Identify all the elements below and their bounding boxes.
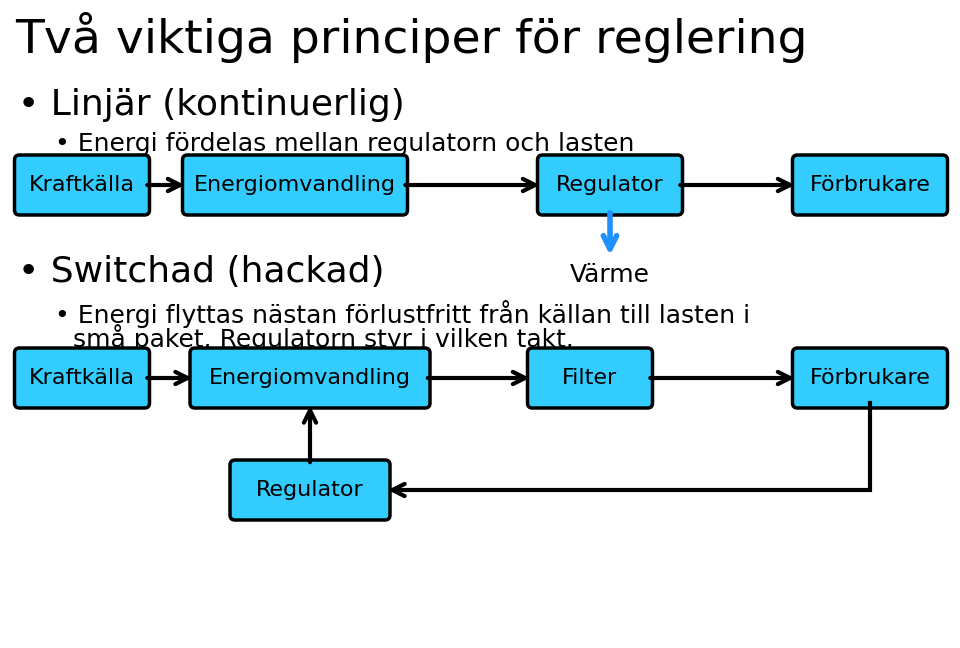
Text: Energiomvandling: Energiomvandling <box>209 368 411 388</box>
Text: Kraftkälla: Kraftkälla <box>29 368 135 388</box>
FancyBboxPatch shape <box>230 460 390 520</box>
Text: • Energi fördelas mellan regulatorn och lasten: • Energi fördelas mellan regulatorn och … <box>55 132 635 156</box>
Text: Två viktiga principer för reglering: Två viktiga principer för reglering <box>15 12 807 63</box>
Text: Energiomvandling: Energiomvandling <box>194 175 396 195</box>
FancyBboxPatch shape <box>14 348 150 408</box>
Text: • Switchad (hackad): • Switchad (hackad) <box>18 255 385 289</box>
FancyBboxPatch shape <box>190 348 430 408</box>
Text: Värme: Värme <box>570 263 650 287</box>
FancyBboxPatch shape <box>793 155 948 215</box>
Text: • Linjär (kontinuerlig): • Linjär (kontinuerlig) <box>18 88 405 122</box>
Text: Förbrukare: Förbrukare <box>809 175 930 195</box>
FancyBboxPatch shape <box>182 155 407 215</box>
FancyBboxPatch shape <box>14 155 150 215</box>
Text: Regulator: Regulator <box>556 175 664 195</box>
FancyBboxPatch shape <box>538 155 683 215</box>
Text: Förbrukare: Förbrukare <box>809 368 930 388</box>
Text: • Energi flyttas nästan förlustfritt från källan till lasten i: • Energi flyttas nästan förlustfritt frå… <box>55 300 750 328</box>
FancyBboxPatch shape <box>793 348 948 408</box>
Text: Kraftkälla: Kraftkälla <box>29 175 135 195</box>
Text: små paket. Regulatorn styr i vilken takt.: små paket. Regulatorn styr i vilken takt… <box>73 324 574 352</box>
FancyBboxPatch shape <box>527 348 653 408</box>
Text: Filter: Filter <box>563 368 617 388</box>
Text: Regulator: Regulator <box>256 480 364 500</box>
